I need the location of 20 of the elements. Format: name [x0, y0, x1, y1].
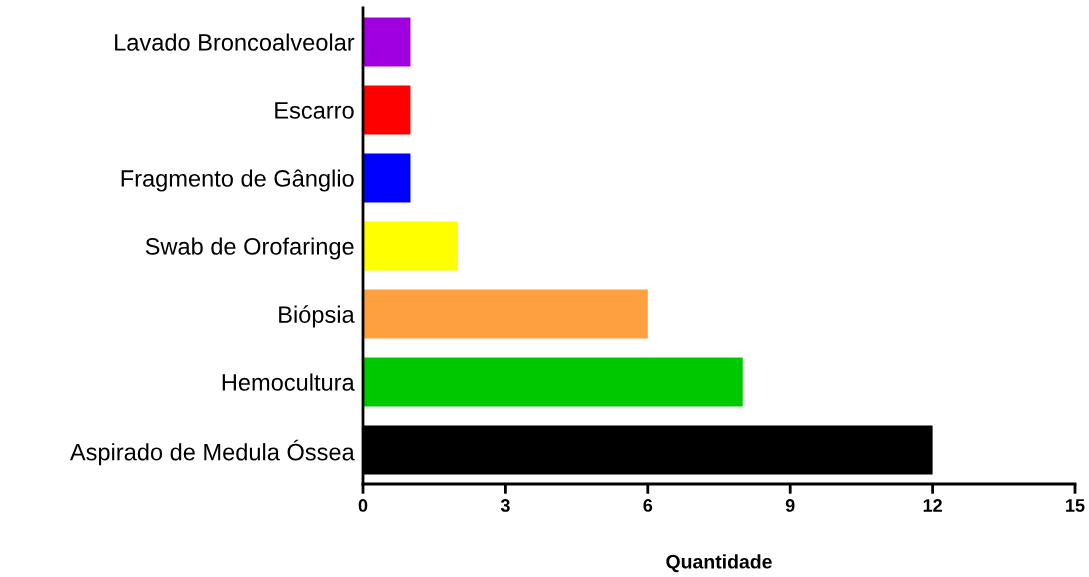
x-tick-label: 12	[923, 499, 942, 512]
x-tick-label: 3	[500, 499, 510, 512]
x-tick-label: 9	[785, 499, 795, 512]
y-tick-label: Fragmento de Gânglio	[121, 169, 354, 192]
bar	[363, 221, 458, 271]
y-tick-label: Biópsia	[279, 305, 355, 328]
bar	[363, 357, 743, 407]
bar	[363, 289, 648, 339]
y-tick-label: Escarro	[275, 102, 354, 119]
y-tick-label: Hemocultura	[222, 373, 355, 391]
y-tick-label: Swab de Orofaringe	[145, 237, 354, 260]
x-tick-label: 15	[1066, 499, 1085, 512]
bar	[363, 153, 411, 203]
bar	[363, 17, 411, 67]
x-tick-label: 0	[358, 499, 368, 512]
y-tick-label: Lavado Broncoalveolar	[115, 33, 355, 51]
bar	[363, 85, 411, 135]
x-tick-label: 6	[643, 499, 653, 512]
x-axis-title: Quantidade	[666, 554, 772, 573]
y-tick-label: Aspirado de Medula Óssea	[69, 439, 355, 466]
